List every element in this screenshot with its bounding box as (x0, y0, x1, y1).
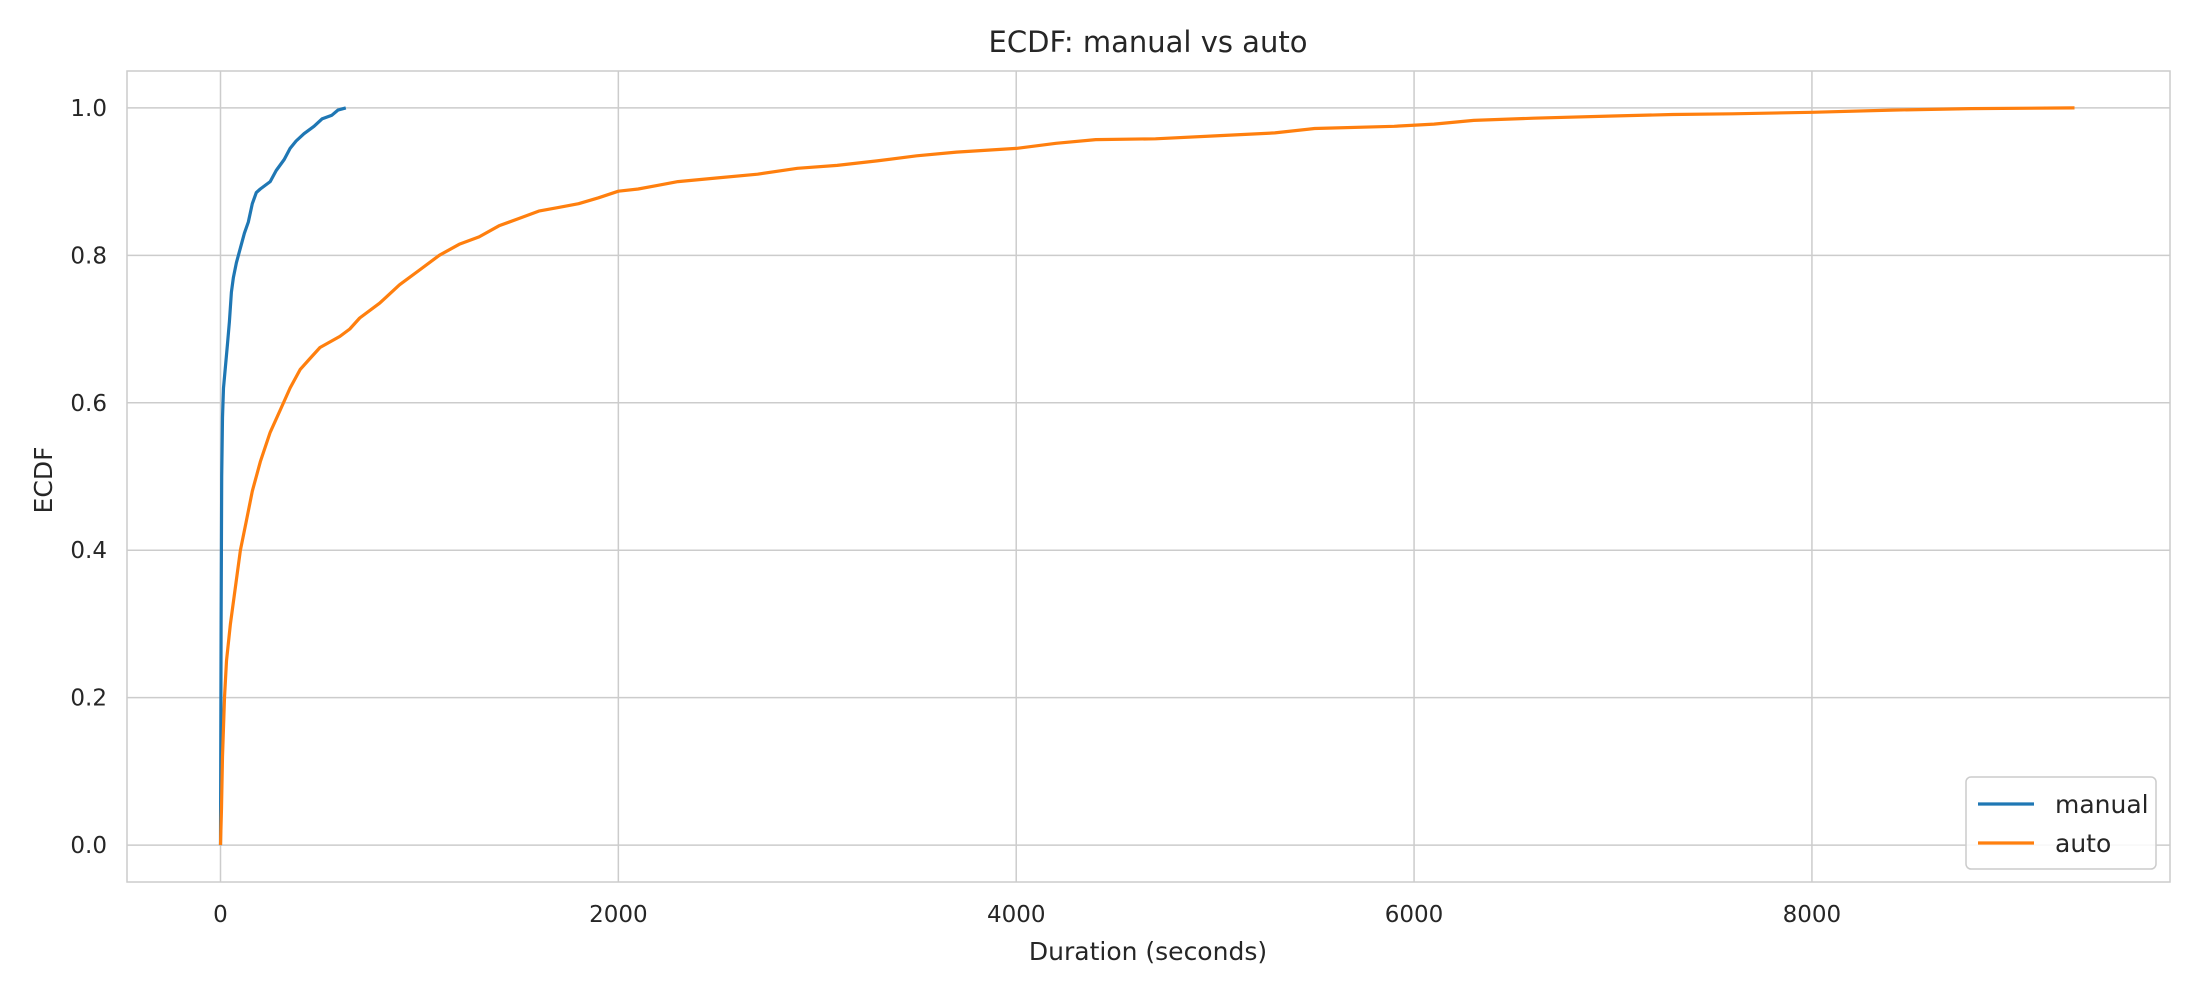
x-tick-label: 6000 (1385, 902, 1444, 928)
series-line-auto (218, 106, 2075, 846)
y-tick-labels: 0.0 0.2 0.4 0.6 0.8 1.0 (70, 96, 107, 859)
plot-frame (126, 70, 2171, 883)
x-tick-labels: 0 2000 4000 6000 8000 (213, 902, 1841, 928)
x-tick-label: 8000 (1783, 902, 1842, 928)
legend-label-auto: auto (2055, 829, 2111, 858)
y-axis-label: ECDF (29, 447, 58, 514)
legend-label-manual: manual (2055, 790, 2149, 819)
x-tick-label: 0 (213, 902, 228, 928)
series-lines (218, 106, 2075, 846)
legend-box (1965, 776, 2157, 870)
x-tick-label: 2000 (589, 902, 648, 928)
y-tick-label: 0.6 (70, 391, 107, 417)
x-tick-label: 4000 (987, 902, 1046, 928)
series-line-manual (218, 106, 347, 846)
y-tick-label: 1.0 (70, 96, 107, 122)
legend: manual auto (1965, 776, 2157, 870)
y-tick-label: 0.0 (70, 833, 107, 859)
chart-title: ECDF: manual vs auto (989, 25, 1308, 59)
y-tick-label: 0.4 (70, 538, 107, 564)
y-tick-label: 0.2 (70, 686, 107, 712)
x-axis-label: Duration (seconds) (1029, 937, 1267, 966)
y-tick-label: 0.8 (70, 243, 107, 269)
grid-lines (127, 71, 2170, 882)
